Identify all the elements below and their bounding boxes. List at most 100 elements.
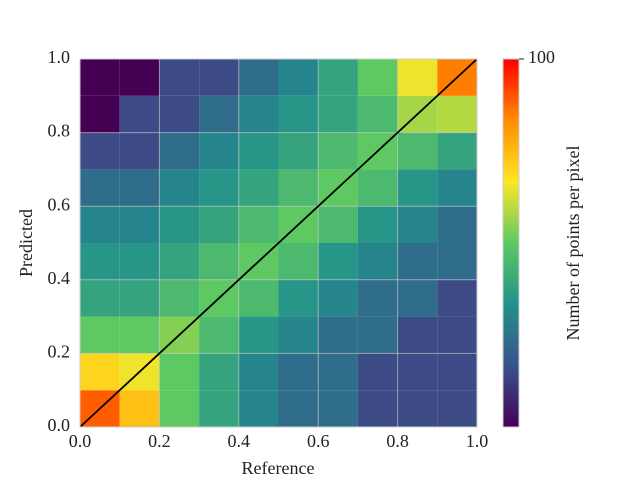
density-cell xyxy=(80,206,120,243)
plot-frame xyxy=(79,58,478,428)
density-cell xyxy=(80,353,120,391)
density-cell xyxy=(437,206,477,243)
y-tick-label: 1.0 xyxy=(48,47,71,67)
y-tick-label: 0.4 xyxy=(48,268,71,288)
x-tick-label: 1.0 xyxy=(466,431,489,451)
density-cell xyxy=(119,169,160,207)
reference-line xyxy=(79,58,478,428)
density-cell xyxy=(238,169,279,207)
colorbar-tick-label: 100 xyxy=(528,47,555,67)
density-cell xyxy=(238,279,279,317)
density-cell xyxy=(278,353,319,391)
density-cell xyxy=(159,390,200,427)
y-tick-label: 0.0 xyxy=(48,415,71,435)
density-cell xyxy=(397,59,438,96)
density-cell xyxy=(318,95,358,133)
density-cell xyxy=(318,59,358,96)
y-axis-label: Predicted xyxy=(16,209,36,277)
density-cell xyxy=(278,390,319,427)
density-cell xyxy=(357,390,398,427)
density-cell xyxy=(318,353,358,391)
density-cell xyxy=(80,243,120,280)
density-cell xyxy=(357,316,398,354)
density-cell xyxy=(199,390,239,427)
x-tick-label: 0.2 xyxy=(148,431,171,451)
density-cell xyxy=(119,316,160,354)
density-cell xyxy=(397,206,438,243)
x-tick-label: 0.8 xyxy=(386,431,409,451)
y-tick-label: 0.6 xyxy=(48,194,71,214)
density-cell xyxy=(437,243,477,280)
density-cell xyxy=(238,390,279,427)
density-cell xyxy=(357,206,398,243)
density-cell xyxy=(199,243,239,280)
density-cell xyxy=(437,390,477,427)
density-cell xyxy=(80,316,120,354)
density-cell xyxy=(278,95,319,133)
x-tick-label: 0.6 xyxy=(307,431,330,451)
density-cell xyxy=(357,243,398,280)
density-cell xyxy=(397,279,438,317)
density-cell xyxy=(278,132,319,170)
density-cell xyxy=(199,353,239,391)
density-cell xyxy=(238,353,279,391)
density-cell xyxy=(318,390,358,427)
density-cell xyxy=(437,353,477,391)
density-cell xyxy=(238,206,279,243)
density-cell xyxy=(199,59,239,96)
density-cell xyxy=(119,95,160,133)
density-cell xyxy=(397,169,438,207)
colorbar xyxy=(502,58,520,428)
density-cell xyxy=(437,316,477,354)
density-cell xyxy=(119,390,160,427)
density-cell xyxy=(437,169,477,207)
density-cell xyxy=(238,95,279,133)
x-tick-label: 0.4 xyxy=(228,431,251,451)
density-cell xyxy=(119,132,160,170)
density-cell xyxy=(159,243,200,280)
x-axis-label: Reference xyxy=(242,458,315,478)
density-cell xyxy=(238,59,279,96)
density-cell xyxy=(318,279,358,317)
density-cell xyxy=(80,169,120,207)
density-cell xyxy=(159,59,200,96)
density-cell xyxy=(159,95,200,133)
colorbar-label: Number of points per pixel xyxy=(563,146,583,341)
density-cell xyxy=(238,132,279,170)
density-cell xyxy=(278,243,319,280)
y-tick-label: 0.2 xyxy=(48,342,71,362)
density-cell xyxy=(119,279,160,317)
density-cell xyxy=(80,279,120,317)
density-cell xyxy=(357,353,398,391)
density-cell xyxy=(437,132,477,170)
density-cell xyxy=(119,206,160,243)
density-cell xyxy=(397,132,438,170)
density-cell xyxy=(437,279,477,317)
density-cell xyxy=(199,169,239,207)
density-cell xyxy=(397,390,438,427)
density-cell xyxy=(159,206,200,243)
density-cell xyxy=(159,132,200,170)
density-cell xyxy=(199,206,239,243)
density-cell xyxy=(278,169,319,207)
density-cell xyxy=(318,206,358,243)
density-cell xyxy=(199,316,239,354)
density-cell xyxy=(199,95,239,133)
density-cell xyxy=(437,95,477,133)
density-cell xyxy=(80,95,120,133)
density-cell xyxy=(278,316,319,354)
density-cell xyxy=(397,316,438,354)
x-tick-label: 0.0 xyxy=(69,431,92,451)
density-cell xyxy=(159,353,200,391)
density-cell xyxy=(318,132,358,170)
y-tick-label: 0.8 xyxy=(48,121,71,141)
density-cell xyxy=(318,243,358,280)
density-cell xyxy=(119,243,160,280)
density-cell xyxy=(397,353,438,391)
density-cell xyxy=(80,132,120,170)
density-cell xyxy=(357,279,398,317)
density-cell xyxy=(238,316,279,354)
density-cell xyxy=(159,279,200,317)
density-cell xyxy=(357,169,398,207)
